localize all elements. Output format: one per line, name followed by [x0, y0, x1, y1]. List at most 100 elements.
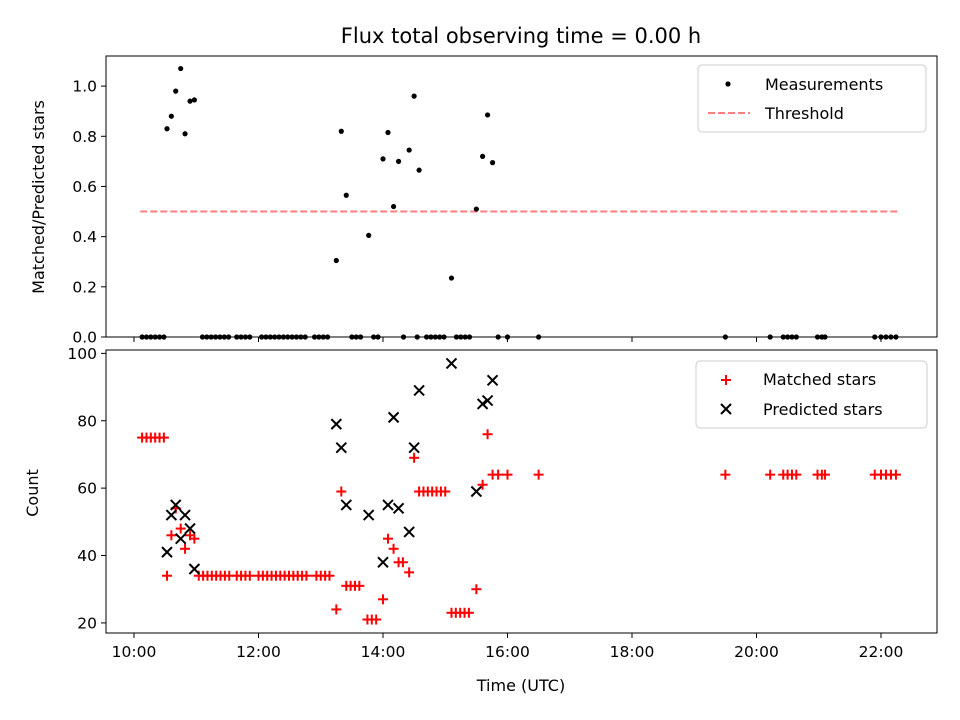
- predicted-star-point: [330, 418, 343, 430]
- x-tick-label: 12:00: [236, 643, 281, 661]
- matched-star-point: [371, 614, 382, 625]
- legend-predicted-label: Predicted stars: [763, 400, 883, 419]
- measurement-point: [872, 334, 878, 340]
- measurement-point: [280, 334, 287, 340]
- matched-star-point: [765, 469, 776, 480]
- measurement-point: [221, 334, 227, 340]
- predicted-star-point: [486, 374, 499, 387]
- measurement-point: [298, 334, 304, 340]
- measurement-point: [285, 334, 291, 340]
- predicted-star-point: [170, 499, 182, 511]
- x-tick-label: 14:00: [361, 643, 406, 661]
- y-tick-label: 0.8: [72, 128, 97, 146]
- measurement-point: [437, 334, 443, 340]
- matched-star-point: [493, 469, 504, 480]
- measurement-point: [428, 334, 434, 340]
- matched-star-point: [244, 570, 255, 581]
- y-tick-label: 0.4: [72, 228, 97, 246]
- matched-star-point: [502, 469, 513, 480]
- predicted-star-point: [174, 532, 187, 545]
- measurement-point: [148, 334, 154, 340]
- x-tick-label: 22:00: [859, 643, 904, 661]
- measurement-point: [380, 156, 386, 162]
- measurement-point: [878, 334, 884, 340]
- legend-matched-marker: [721, 375, 731, 385]
- measurement-point: [187, 98, 193, 104]
- measurement-point: [164, 126, 170, 132]
- predicted-star-point: [340, 499, 352, 511]
- measurement-point: [293, 334, 300, 340]
- matched-star-point: [477, 479, 488, 490]
- predicted-star-point: [476, 398, 489, 410]
- bottom-legend: Matched stars Predicted stars: [695, 360, 928, 429]
- matched-star-point: [301, 570, 312, 581]
- matched-star-point: [409, 452, 420, 463]
- measurement-point: [320, 334, 326, 340]
- measurement-point: [234, 334, 240, 340]
- measurement-point: [302, 334, 308, 340]
- bottom-panel: 20 40 60 80 100 10:00 12:00 14:00 16:00 18:00 20:0…: [67, 345, 938, 661]
- measurement-point: [883, 334, 889, 340]
- legend-matched-label: Matched stars: [763, 370, 876, 389]
- matched-star-point: [336, 486, 347, 497]
- bottom-legend-frame: [695, 360, 928, 429]
- predicted-star-point: [387, 411, 400, 424]
- matched-star-point: [162, 570, 173, 581]
- predicted-star-point: [403, 526, 415, 538]
- matched-star-point: [791, 469, 802, 480]
- predicted-star-point: [377, 556, 389, 568]
- measurement-point: [276, 334, 282, 340]
- matched-star-point: [720, 469, 731, 480]
- measurement-point: [793, 334, 799, 340]
- predicted-star-point: [413, 384, 425, 397]
- measurement-point: [333, 257, 339, 264]
- y-tick-label: 0.6: [72, 178, 97, 196]
- top-legend: Measurements Threshold: [697, 64, 927, 133]
- predicted-star-point: [445, 357, 458, 370]
- matched-star-point: [189, 533, 200, 544]
- measurement-point: [495, 334, 501, 340]
- y-tick-label: 1.0: [72, 78, 97, 96]
- bottom-y-axis-label: Count: [23, 469, 42, 517]
- measurement-point: [152, 334, 158, 340]
- predicted-star-point: [184, 522, 196, 535]
- matched-star-point: [533, 469, 544, 480]
- measurement-point: [414, 334, 420, 340]
- panel-frame: [105, 55, 938, 338]
- measurement-point: [199, 334, 206, 340]
- matched-star-point: [404, 567, 415, 578]
- measurement-point: [814, 334, 821, 340]
- matched-star-point: [440, 486, 451, 497]
- measurement-point: [353, 334, 359, 340]
- predicted-star-point: [470, 485, 483, 498]
- measurement-point: [462, 334, 468, 340]
- measurement-point: [247, 334, 253, 340]
- measurement-point: [441, 334, 447, 340]
- measurement-point: [789, 334, 795, 340]
- top-legend-frame: [697, 64, 927, 133]
- predicted-star-point: [161, 546, 173, 558]
- measurement-point: [338, 128, 344, 134]
- measurement-point: [161, 334, 167, 340]
- top-panel: 0.0 0.2 0.4 0.6 0.8 1.0: [72, 55, 938, 347]
- chart-title: Flux total observing time = 0.00 h: [341, 24, 701, 48]
- measurement-point: [888, 334, 894, 340]
- matched-star-point: [482, 429, 493, 440]
- measurement-point: [208, 334, 214, 340]
- measurement-point: [267, 334, 273, 340]
- measurement-point: [484, 112, 491, 118]
- predicted-star-point: [335, 441, 348, 454]
- matched-star-point: [166, 530, 177, 541]
- predicted-star-point: [382, 499, 394, 511]
- y-tick-label: 80: [77, 412, 97, 430]
- measurement-point: [479, 153, 486, 159]
- measurement-point: [893, 334, 899, 340]
- legend-threshold-label: Threshold: [764, 104, 844, 123]
- matched-star-point: [378, 594, 388, 605]
- y-tick-label: 60: [77, 480, 97, 498]
- measurement-point: [406, 147, 412, 153]
- measurement-point: [263, 334, 269, 340]
- measurement-point: [400, 334, 407, 340]
- predicted-star-point: [165, 509, 178, 521]
